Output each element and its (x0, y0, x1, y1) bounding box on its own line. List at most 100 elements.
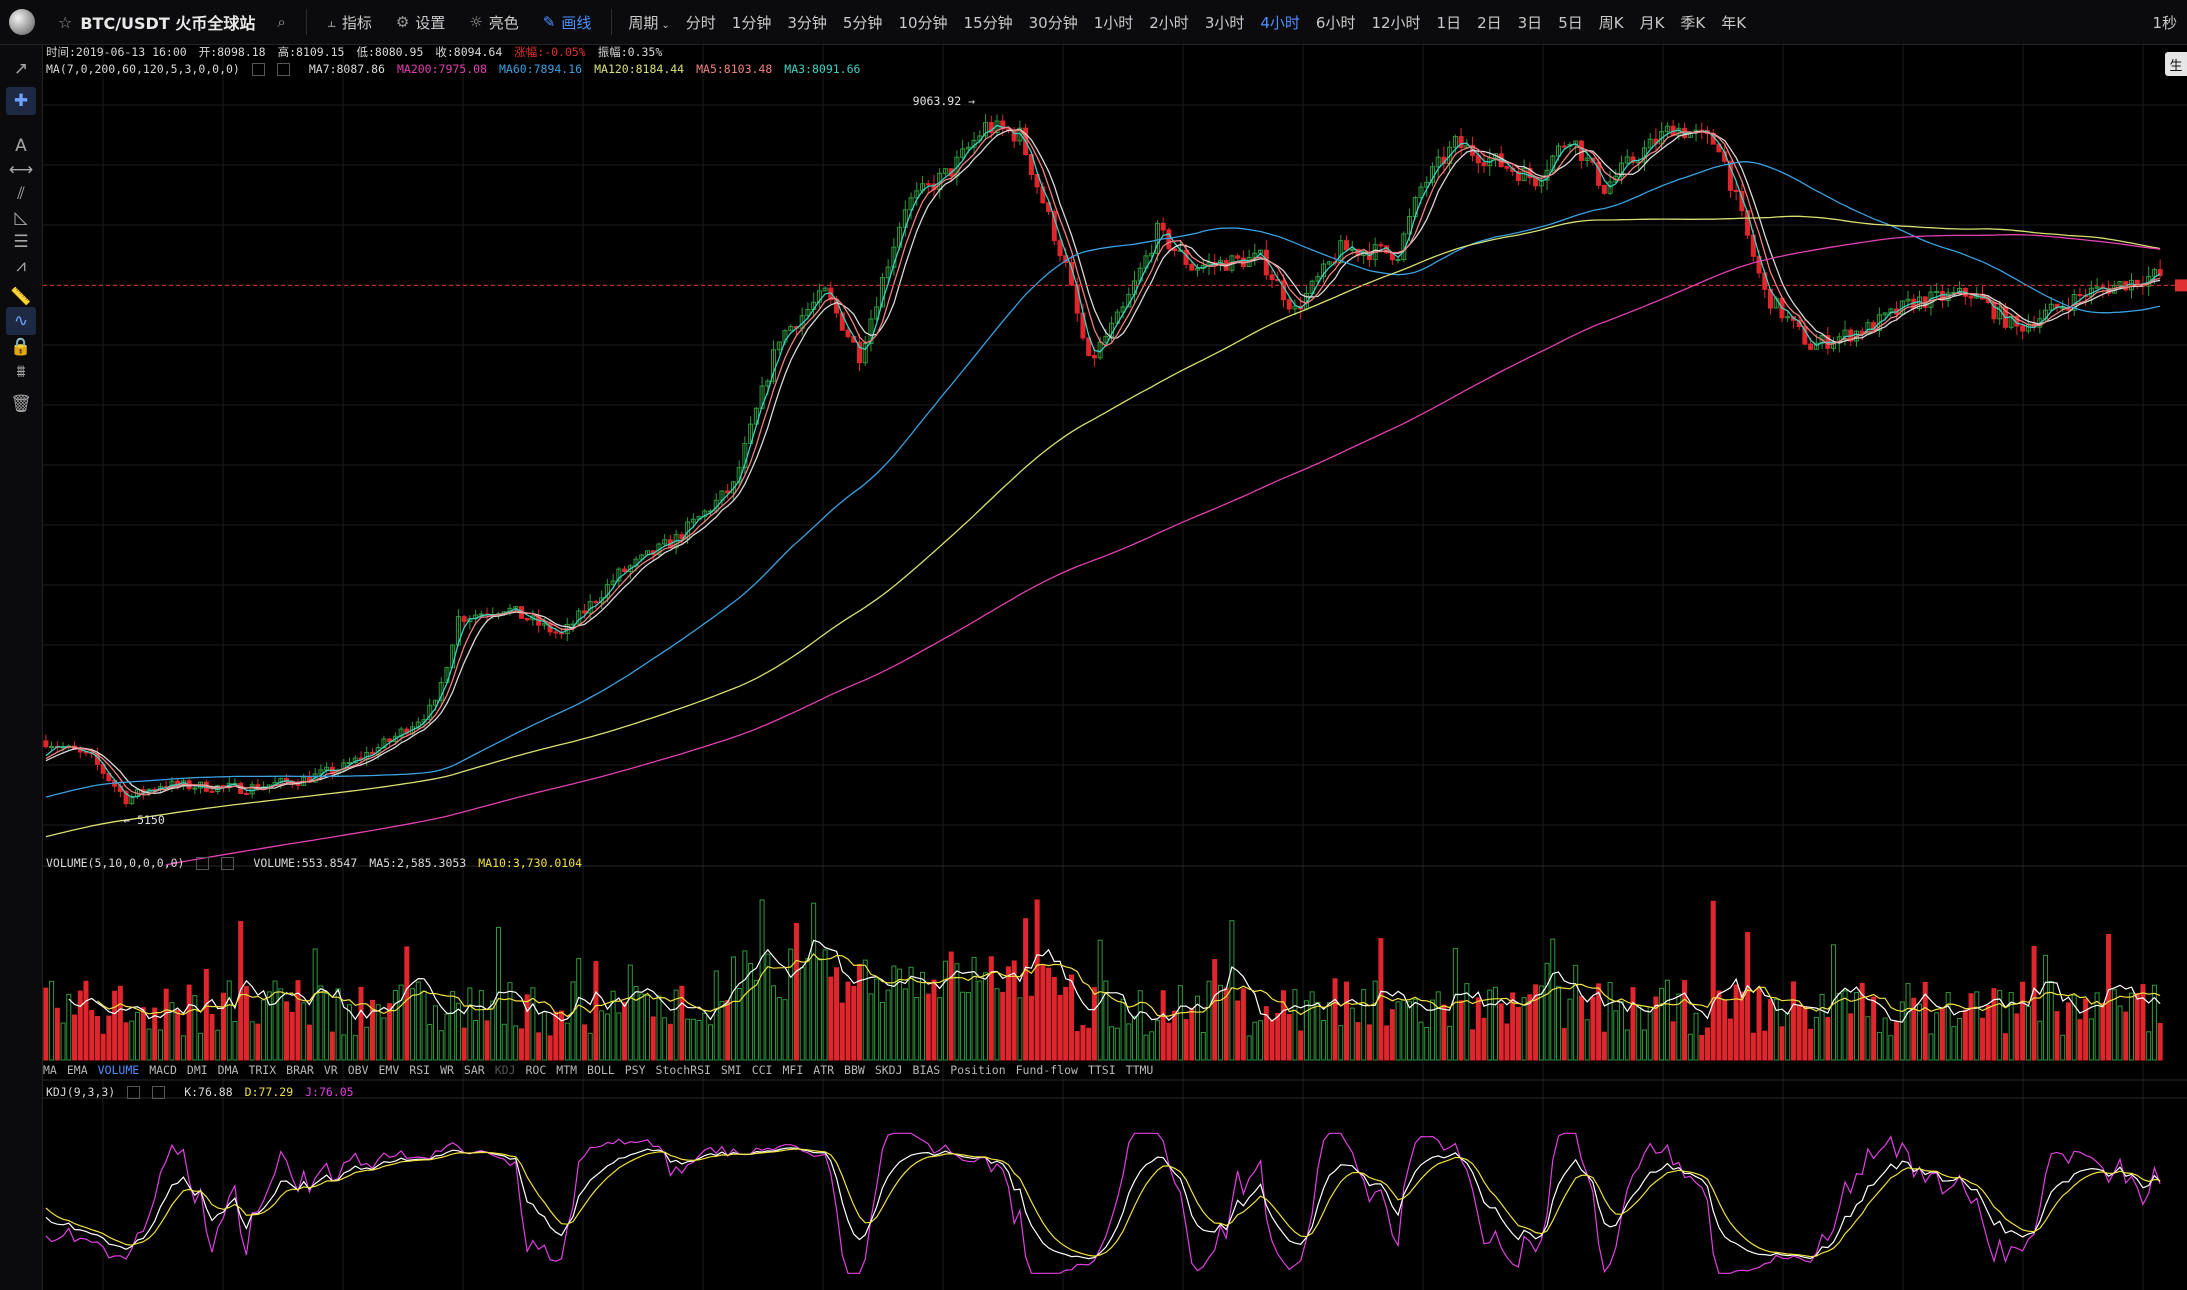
star-icon[interactable]: ☆ (58, 12, 73, 32)
ruler-icon[interactable]: 📏 (10, 287, 32, 307)
trash-icon[interactable]: 🗑 (10, 394, 32, 414)
indicator-tab-BIAS[interactable]: BIAS (912, 1063, 941, 1077)
draw-button[interactable]: ✎ 画线 (531, 12, 604, 33)
period-3分钟[interactable]: 3分钟 (787, 13, 827, 32)
candle-body (925, 183, 931, 186)
indicator-tab-MACD[interactable]: MACD (149, 1063, 177, 1077)
indicator-tab-EMV[interactable]: EMV (378, 1063, 400, 1077)
eye-toggle-icon[interactable] (127, 1086, 141, 1099)
text-tool-icon[interactable]: A (15, 136, 27, 156)
lock-icon[interactable]: 🔒 (10, 337, 32, 357)
indicator-tab-WR[interactable]: WR (440, 1063, 454, 1077)
period-10分钟[interactable]: 10分钟 (898, 13, 948, 32)
search-button[interactable]: ⌕ (265, 13, 297, 31)
volume-bar (1389, 1009, 1395, 1061)
indicator-tab-StochRSI[interactable]: StochRSI (655, 1063, 711, 1077)
indicator-tab-OBV[interactable]: OBV (347, 1063, 369, 1077)
indicator-tab-ROC[interactable]: ROC (525, 1063, 547, 1077)
period-周K[interactable]: 周K (1598, 13, 1624, 32)
app-logo[interactable] (0, 0, 44, 44)
indicator-tab-DMA[interactable]: DMA (217, 1063, 239, 1077)
candle-body (1515, 170, 1521, 182)
period-6小时[interactable]: 6小时 (1315, 13, 1356, 32)
close-icon[interactable] (276, 63, 290, 76)
indicator-tab-ATR[interactable]: ATR (813, 1063, 835, 1077)
period-1日[interactable]: 1日 (1436, 13, 1462, 32)
close-icon[interactable] (221, 857, 235, 870)
parallel-lines-icon[interactable]: ⫽ (17, 184, 25, 204)
wave-pattern-icon[interactable]: ⩘ (16, 256, 26, 276)
volume-bar (1727, 1018, 1733, 1061)
indicator-tab-MA[interactable]: MA (43, 1063, 57, 1077)
indicator-tab-SKDJ[interactable]: SKDJ (874, 1063, 903, 1077)
indicator-button[interactable]: ⫠ 指标 (315, 12, 384, 33)
indicator-tab-TRIX[interactable]: TRIX (248, 1063, 277, 1077)
crosshair-icon[interactable]: ✚ (6, 87, 36, 115)
indicator-tab-DMI[interactable]: DMI (186, 1063, 208, 1077)
indicator-tab-Position[interactable]: Position (950, 1063, 1006, 1077)
indicator-tab-MTM[interactable]: MTM (556, 1063, 578, 1077)
period-30分钟[interactable]: 30分钟 (1028, 13, 1078, 32)
chart-canvas[interactable] (43, 45, 2187, 1290)
period-12小时[interactable]: 12小时 (1371, 13, 1421, 32)
volume-bar (1790, 981, 1796, 1061)
period-5日[interactable]: 5日 (1558, 13, 1583, 32)
magnet-icon[interactable]: ⩩ (16, 362, 26, 382)
period-4小时[interactable]: 4小时 (1260, 13, 1300, 32)
volume-bar (1492, 986, 1498, 1061)
refresh-interval[interactable]: 1秒 (2152, 14, 2177, 32)
period-15分钟[interactable]: 15分钟 (963, 13, 1013, 32)
indicator-tab-EMA[interactable]: EMA (66, 1063, 88, 1077)
candle-body (387, 738, 393, 743)
candle-body (2117, 281, 2123, 286)
period-5分钟[interactable]: 5分钟 (842, 13, 883, 32)
settings-button[interactable]: ⚙ 设置 (384, 12, 457, 33)
indicator-tab-RSI[interactable]: RSI (409, 1063, 431, 1077)
theme-button[interactable]: ☼ 亮色 (457, 12, 530, 33)
brush-icon[interactable]: ∿ (6, 307, 36, 335)
indicator-tab-SMI[interactable]: SMI (720, 1063, 742, 1077)
side-badge[interactable]: 生 (2165, 52, 2187, 76)
close-icon[interactable] (152, 1086, 166, 1099)
volume-bar (1750, 1032, 1756, 1061)
period-3日[interactable]: 3日 (1517, 13, 1543, 32)
indicator-tab-MFI[interactable]: MFI (782, 1063, 804, 1077)
period-1分钟[interactable]: 1分钟 (731, 13, 772, 32)
period-1小时[interactable]: 1小时 (1093, 13, 1134, 32)
indicator-tab-PSY[interactable]: PSY (624, 1063, 646, 1077)
candle-body (1378, 244, 1384, 247)
volume-bar (180, 1035, 186, 1061)
indicator-tab-SAR[interactable]: SAR (463, 1063, 485, 1077)
period-2日[interactable]: 2日 (1477, 13, 1502, 32)
indicator-tab-VR[interactable]: VR (323, 1063, 338, 1077)
period-年K[interactable]: 年K (1721, 13, 1747, 32)
period-2小时[interactable]: 2小时 (1149, 13, 1189, 32)
indicator-tab-BOLL[interactable]: BOLL (587, 1063, 615, 1077)
measure-line-icon[interactable]: ⟷ (8, 160, 34, 180)
indicator-tab-TTSI[interactable]: TTSI (1087, 1063, 1116, 1077)
candle-body (1647, 138, 1653, 149)
volume-legend: VOLUME(5,10,0,0,0,0) VOLUME:553.8547 MA5:… (46, 856, 594, 870)
symbol-selector[interactable]: ☆ BTC/USDT 火币全球站 (44, 10, 265, 34)
eye-toggle-icon[interactable] (251, 63, 265, 76)
indicator-tab-CCI[interactable]: CCI (751, 1063, 773, 1077)
cursor-arrow-icon[interactable]: ↗ (13, 59, 29, 79)
period-3小时[interactable]: 3小时 (1204, 13, 1245, 32)
indicator-tab-Fund-flow[interactable]: Fund-flow (1015, 1063, 1078, 1077)
volume-bar (484, 1020, 490, 1061)
indicator-tab-KDJ[interactable]: KDJ (494, 1063, 516, 1077)
volume-bar (1464, 983, 1470, 1061)
volume-bar (1223, 987, 1229, 1061)
indicator-tab-TTMU[interactable]: TTMU (1125, 1063, 1154, 1077)
period-dropdown[interactable]: 周期 ⌄ (620, 12, 677, 33)
period-月K[interactable]: 月K (1639, 13, 1665, 32)
candle-body (530, 615, 536, 621)
triangle-tool-icon[interactable]: ◺ (14, 208, 28, 228)
indicator-tab-BRAR[interactable]: BRAR (286, 1063, 314, 1077)
period-季K[interactable]: 季K (1680, 13, 1706, 32)
fibonacci-icon[interactable]: ☰ (13, 232, 29, 252)
indicator-tab-BBW[interactable]: BBW (844, 1063, 865, 1077)
indicator-tab-VOLUME[interactable]: VOLUME (97, 1063, 140, 1077)
period-分时[interactable]: 分时 (685, 13, 716, 32)
eye-toggle-icon[interactable] (196, 857, 210, 870)
